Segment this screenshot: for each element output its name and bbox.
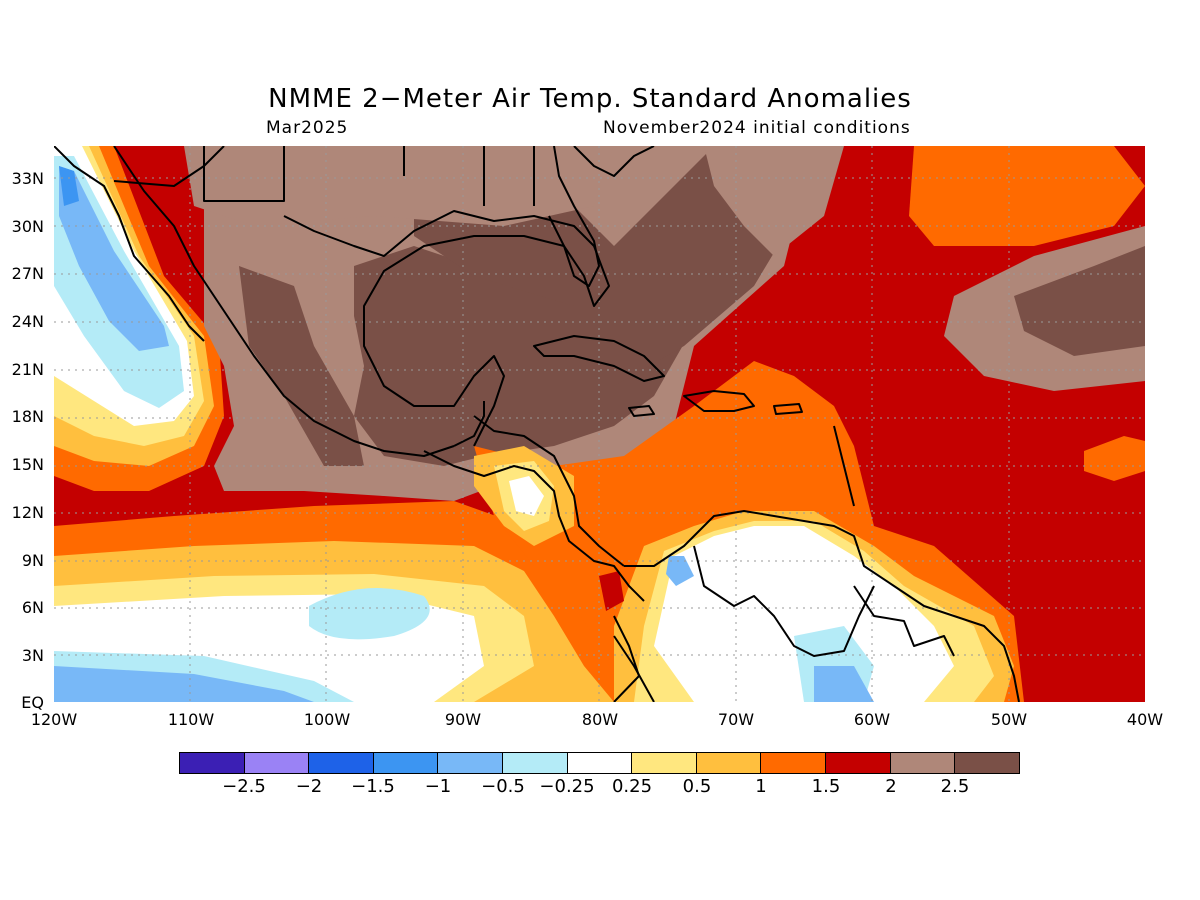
- colorbar-swatch: [697, 753, 762, 773]
- colorbar-swatch: [180, 753, 245, 773]
- lat-label: 18N: [0, 407, 44, 426]
- lon-label: 120W: [14, 710, 94, 729]
- colorbar-swatch: [826, 753, 891, 773]
- lat-label: 15N: [0, 455, 44, 474]
- lon-label: 110W: [151, 710, 231, 729]
- lon-label: 60W: [832, 710, 912, 729]
- lon-label: 50W: [969, 710, 1049, 729]
- colorbar-swatch: [245, 753, 310, 773]
- colorbar-swatch: [374, 753, 439, 773]
- colorbar-swatch: [309, 753, 374, 773]
- lat-label: 33N: [0, 169, 44, 188]
- lat-label: 12N: [0, 503, 44, 522]
- colorbar-tick-label: 2.5: [915, 776, 995, 797]
- lat-label: 30N: [0, 217, 44, 236]
- colorbar-swatch: [632, 753, 697, 773]
- anomaly-map: [54, 146, 1145, 702]
- target-month: Mar2025: [266, 118, 348, 138]
- lat-label: 24N: [0, 312, 44, 331]
- lat-label: 6N: [0, 598, 44, 617]
- map-title: NMME 2−Meter Air Temp. Standard Anomalie…: [0, 84, 1180, 114]
- lat-label: 3N: [0, 646, 44, 665]
- colorbar-swatch: [438, 753, 503, 773]
- color-bar: [179, 752, 1020, 774]
- lon-label: 40W: [1105, 710, 1185, 729]
- colorbar-swatch: [503, 753, 568, 773]
- lon-label: 70W: [696, 710, 776, 729]
- lat-label: 9N: [0, 551, 44, 570]
- lon-label: 80W: [560, 710, 640, 729]
- colorbar-swatch: [761, 753, 826, 773]
- colorbar-swatch: [955, 753, 1019, 773]
- colorbar-swatch: [891, 753, 956, 773]
- initial-conditions-label: November2024 initial conditions: [603, 118, 911, 138]
- field-rosybrown-us-north: [184, 146, 614, 226]
- lon-label: 90W: [423, 710, 503, 729]
- lat-label: 27N: [0, 264, 44, 283]
- lon-label: 100W: [287, 710, 367, 729]
- colorbar-swatch: [568, 753, 633, 773]
- lat-label: 21N: [0, 360, 44, 379]
